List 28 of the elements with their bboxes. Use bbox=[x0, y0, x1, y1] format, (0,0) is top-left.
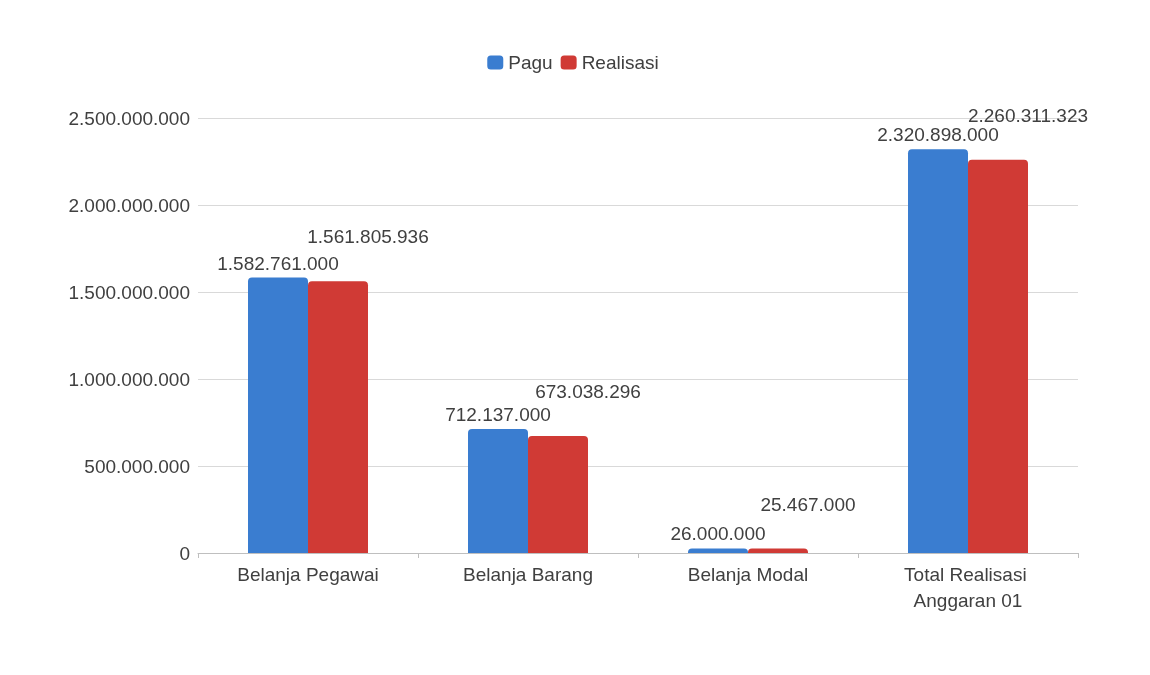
legend-label: Realisasi bbox=[581, 52, 659, 73]
data-label: 2.260.311.323 bbox=[967, 104, 1089, 126]
bar bbox=[968, 159, 1028, 553]
legend-label: Pagu bbox=[508, 52, 553, 73]
y-tick-label: 2.000.000.000 bbox=[68, 194, 190, 216]
y-tick-label: 2.500.000.000 bbox=[68, 107, 190, 129]
y-tick-label: 1.500.000.000 bbox=[68, 281, 190, 303]
data-label: 26.000.000 bbox=[670, 523, 766, 545]
y-tick-label: 1.000.000.000 bbox=[68, 368, 190, 390]
data-label: 25.467.000 bbox=[760, 493, 856, 515]
data-label: 673.038.296 bbox=[535, 380, 641, 402]
x-tick-label: Belanja Pegawai bbox=[237, 563, 379, 585]
bar bbox=[468, 429, 528, 553]
data-label: 2.320.898.000 bbox=[877, 124, 999, 146]
x-tick-label: Belanja Modal bbox=[687, 563, 809, 585]
bar bbox=[528, 435, 588, 553]
y-tick-label: 0 bbox=[179, 542, 190, 564]
x-tick-label: Belanja Barang bbox=[463, 563, 593, 585]
bar bbox=[248, 277, 308, 553]
data-label: 1.582.761.000 bbox=[217, 252, 339, 274]
x-tick-label: Total Realisasi Anggaran 01 bbox=[904, 563, 1032, 611]
data-label: 1.561.805.936 bbox=[307, 226, 429, 248]
bar bbox=[308, 281, 368, 553]
bar bbox=[688, 548, 748, 553]
data-label: 712.137.000 bbox=[445, 404, 551, 426]
bar bbox=[748, 548, 808, 553]
y-tick-label: 500.000.000 bbox=[84, 455, 190, 477]
bar bbox=[908, 149, 968, 553]
